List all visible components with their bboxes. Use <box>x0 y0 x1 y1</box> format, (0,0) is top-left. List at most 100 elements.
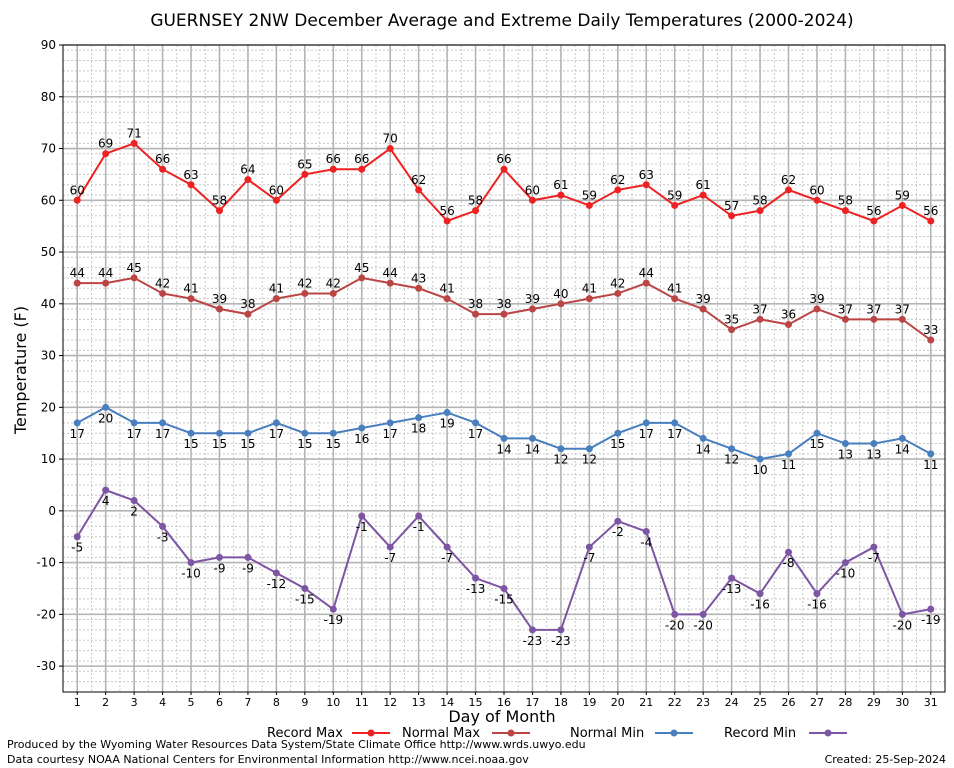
normal-max-point <box>585 295 593 303</box>
record-min-point <box>73 533 81 541</box>
normal-max-data-label: 37 <box>866 302 881 316</box>
x-tick-label: 19 <box>582 696 596 709</box>
legend-label-normal-min: Normal Min <box>570 726 644 741</box>
record-max-point <box>927 217 935 225</box>
normal-min-data-label: 15 <box>183 437 198 451</box>
normal-max-data-label: 39 <box>525 292 540 306</box>
normal-max-point <box>415 284 423 292</box>
record-max-point <box>301 170 309 178</box>
normal-min-data-label: 15 <box>610 437 625 451</box>
normal-max-point <box>130 274 138 282</box>
x-tick-label: 23 <box>696 696 710 709</box>
normal-min-point <box>557 445 565 453</box>
record-min-data-label: -10 <box>181 567 201 581</box>
normal-min-data-label: 10 <box>752 463 767 477</box>
record-min-point <box>272 569 280 577</box>
record-min-data-label: -9 <box>213 561 225 575</box>
x-tick-label: 14 <box>440 696 454 709</box>
normal-min-data-label: 15 <box>326 437 341 451</box>
normal-max-data-label: 43 <box>411 271 426 285</box>
x-tick-label: 2 <box>102 696 109 709</box>
x-axis-label: Day of Month <box>448 707 555 726</box>
normal-max-data-label: 37 <box>752 302 767 316</box>
record-min-data-label: -10 <box>836 567 856 581</box>
normal-min-data-label: 17 <box>639 427 654 441</box>
record-min-point <box>785 548 793 556</box>
normal-max-data-label: 41 <box>439 282 454 296</box>
record-min-data-label: -19 <box>921 613 941 627</box>
x-tick-label: 15 <box>469 696 483 709</box>
normal-min-data-label: 14 <box>525 442 540 456</box>
normal-min-data-label: 17 <box>468 427 483 441</box>
record-min-point <box>699 610 707 618</box>
normal-min-point <box>102 403 110 411</box>
x-tick-label: 18 <box>554 696 568 709</box>
record-min-point <box>841 559 849 567</box>
record-min-point <box>728 574 736 582</box>
legend-marker-record-max <box>367 729 375 737</box>
record-min-point <box>159 522 167 530</box>
normal-max-point <box>187 295 195 303</box>
record-max-data-label: 58 <box>838 194 853 208</box>
record-max-data-label: 56 <box>439 204 454 218</box>
y-tick-label: 80 <box>41 90 56 104</box>
x-tick-label: 26 <box>782 696 796 709</box>
normal-max-data-label: 36 <box>781 308 796 322</box>
normal-max-point <box>841 315 849 323</box>
record-min-point <box>472 574 480 582</box>
credit-data-courtesy: Data courtesy NOAA National Centers for … <box>7 753 529 766</box>
normal-min-point <box>585 445 593 453</box>
normal-max-point <box>642 279 650 287</box>
normal-min-data-label: 17 <box>155 427 170 441</box>
x-tick-label: 28 <box>838 696 852 709</box>
normal-max-data-label: 42 <box>155 276 170 290</box>
record-max-point <box>472 207 480 215</box>
y-tick-label: -10 <box>36 556 56 570</box>
normal-min-point <box>870 440 878 448</box>
normal-min-point <box>785 450 793 458</box>
record-max-data-label: 60 <box>809 183 824 197</box>
normal-max-point <box>244 310 252 318</box>
normal-max-point <box>870 315 878 323</box>
normal-max-data-label: 38 <box>468 297 483 311</box>
normal-max-data-label: 35 <box>724 313 739 327</box>
normal-min-data-label: 11 <box>923 458 938 472</box>
record-max-data-label: 58 <box>752 194 767 208</box>
record-max-point <box>699 191 707 199</box>
record-min-point <box>671 610 679 618</box>
normal-max-point <box>927 336 935 344</box>
normal-max-data-label: 41 <box>269 282 284 296</box>
normal-max-point <box>443 295 451 303</box>
normal-min-data-label: 14 <box>696 442 711 456</box>
normal-min-data-label: 17 <box>126 427 141 441</box>
record-min-point <box>215 553 223 561</box>
x-tick-label: 8 <box>273 696 280 709</box>
record-max-data-label: 71 <box>126 126 141 140</box>
record-min-point <box>358 512 366 520</box>
x-tick-label: 30 <box>895 696 909 709</box>
normal-max-data-label: 33 <box>923 323 938 337</box>
normal-min-point <box>614 429 622 437</box>
normal-max-point <box>329 289 337 297</box>
record-max-data-label: 66 <box>354 152 369 166</box>
normal-min-point <box>358 424 366 432</box>
y-tick-label: -20 <box>36 607 56 621</box>
normal-min-point <box>443 408 451 416</box>
record-min-data-label: -23 <box>523 634 543 648</box>
record-min-data-label: -5 <box>71 541 83 555</box>
record-min-point <box>329 605 337 613</box>
normal-min-data-label: 14 <box>496 442 511 456</box>
x-tick-label: 24 <box>725 696 739 709</box>
normal-min-data-label: 20 <box>98 411 113 425</box>
normal-max-data-label: 42 <box>326 276 341 290</box>
normal-min-data-label: 15 <box>240 437 255 451</box>
record-max-data-label: 64 <box>240 163 255 177</box>
normal-max-point <box>500 310 508 318</box>
record-max-point <box>500 165 508 173</box>
record-min-point <box>557 626 565 634</box>
record-min-data-label: -7 <box>868 551 880 565</box>
normal-max-point <box>159 289 167 297</box>
x-tick-label: 17 <box>525 696 539 709</box>
normal-min-point <box>215 429 223 437</box>
